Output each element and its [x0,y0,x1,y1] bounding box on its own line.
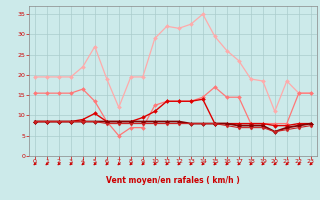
X-axis label: Vent moyen/en rafales ( km/h ): Vent moyen/en rafales ( km/h ) [106,176,240,185]
